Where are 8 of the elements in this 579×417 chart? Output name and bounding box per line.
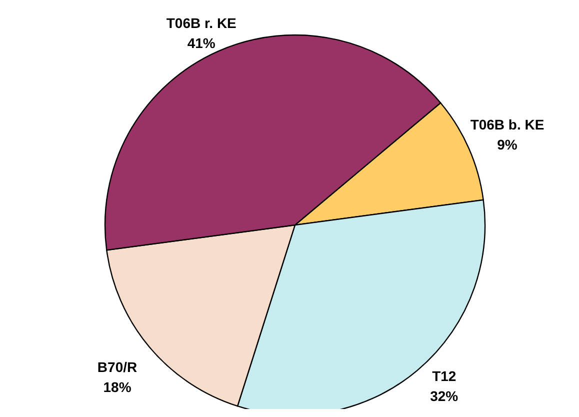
slice-label: T06B b. KE xyxy=(470,116,544,132)
slice-label: B70/R xyxy=(97,359,138,376)
data-label: 32% xyxy=(430,388,459,404)
data-label: 18% xyxy=(103,379,132,396)
slice-label: T06B r. KE xyxy=(166,15,236,31)
slice-label: T12 xyxy=(432,368,456,384)
data-label: 9% xyxy=(497,136,518,152)
data-label: 41% xyxy=(187,35,216,51)
